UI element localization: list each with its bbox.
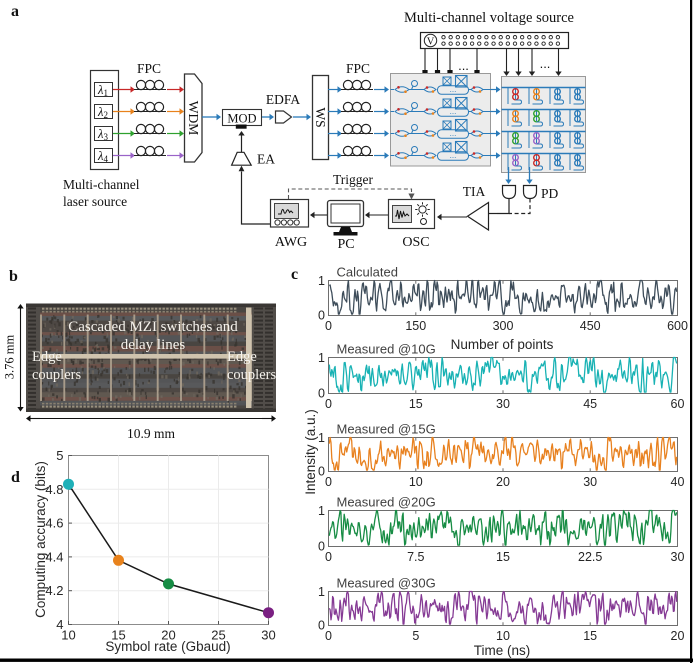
svg-text:d: d: [11, 469, 20, 486]
svg-text:couplers: couplers: [227, 367, 276, 383]
svg-text:...: ...: [450, 85, 457, 94]
svg-text:couplers: couplers: [32, 367, 81, 383]
svg-text:15: 15: [496, 550, 510, 564]
svg-text:30: 30: [671, 550, 685, 564]
svg-text:1: 1: [318, 431, 325, 445]
svg-text:4.8: 4.8: [45, 482, 63, 497]
svg-text:...: ...: [540, 56, 551, 71]
svg-text:Symbol rate (Gbaud): Symbol rate (Gbaud): [105, 639, 230, 654]
svg-text:0: 0: [325, 550, 332, 564]
svg-text:4.6: 4.6: [45, 516, 63, 531]
svg-text:Intensity (a.u.): Intensity (a.u.): [303, 409, 318, 495]
svg-text:0: 0: [318, 540, 325, 554]
svg-text:WDM: WDM: [186, 101, 201, 136]
svg-text:Measured @20G: Measured @20G: [337, 495, 436, 510]
svg-text:1: 1: [318, 504, 325, 518]
svg-text:Computing accuracy (bits): Computing accuracy (bits): [33, 461, 48, 618]
svg-text:600: 600: [667, 319, 688, 333]
svg-text:10: 10: [496, 629, 510, 643]
svg-text:0: 0: [325, 475, 332, 489]
svg-text:a: a: [11, 3, 19, 20]
svg-text:λ4: λ4: [97, 149, 108, 164]
svg-text:60: 60: [671, 397, 685, 411]
svg-text:30: 30: [583, 475, 597, 489]
svg-text:λ2: λ2: [97, 105, 108, 120]
svg-text:22.5: 22.5: [578, 550, 602, 564]
svg-text:c: c: [291, 266, 298, 283]
svg-text:Cascaded MZI switches and: Cascaded MZI switches and: [68, 319, 238, 335]
svg-text:4: 4: [56, 617, 63, 632]
svg-text:4.2: 4.2: [45, 583, 63, 598]
svg-text:5: 5: [412, 629, 419, 643]
svg-text:EDFA: EDFA: [266, 92, 301, 107]
svg-text:Calculated: Calculated: [337, 265, 398, 280]
svg-text:WS: WS: [313, 107, 328, 127]
svg-text:OSC: OSC: [402, 235, 429, 250]
svg-text:10: 10: [409, 475, 423, 489]
svg-text:4.4: 4.4: [45, 549, 63, 564]
svg-text:0: 0: [318, 619, 325, 633]
svg-text:b: b: [9, 268, 18, 285]
svg-text:5: 5: [56, 448, 63, 463]
svg-text:Edge: Edge: [32, 349, 62, 365]
svg-text:10.9 mm: 10.9 mm: [127, 426, 176, 441]
svg-text:...: ...: [450, 151, 457, 160]
svg-text:40: 40: [671, 475, 685, 489]
svg-text:20: 20: [161, 628, 175, 643]
svg-text:Measured @10G: Measured @10G: [337, 342, 436, 357]
svg-text:10: 10: [61, 628, 75, 643]
svg-text:7.5: 7.5: [407, 550, 424, 564]
svg-text:30: 30: [496, 397, 510, 411]
svg-text:Trigger: Trigger: [333, 172, 374, 187]
svg-text:...: ...: [450, 107, 457, 116]
svg-text:λ3: λ3: [97, 127, 108, 142]
svg-text:FPC: FPC: [346, 61, 370, 76]
svg-text:Time (ns): Time (ns): [474, 643, 531, 658]
svg-text:20: 20: [671, 629, 685, 643]
svg-text:1: 1: [318, 351, 325, 365]
svg-text:15: 15: [111, 628, 125, 643]
svg-text:V: V: [427, 37, 435, 48]
svg-text:300: 300: [493, 319, 514, 333]
svg-text:Measured @15G: Measured @15G: [337, 422, 436, 437]
svg-text:1: 1: [318, 274, 325, 288]
svg-text:1: 1: [318, 585, 325, 599]
svg-text:0: 0: [325, 319, 332, 333]
svg-text:PC: PC: [337, 237, 354, 252]
svg-text:...: ...: [458, 58, 469, 73]
svg-text:3.76 mm: 3.76 mm: [3, 335, 17, 380]
svg-text:25: 25: [211, 628, 225, 643]
svg-text:FPC: FPC: [137, 61, 161, 76]
svg-text:15: 15: [583, 629, 597, 643]
svg-text:0: 0: [318, 465, 325, 479]
svg-text:AWG: AWG: [275, 235, 307, 250]
svg-text:MOD: MOD: [227, 112, 256, 126]
svg-text:450: 450: [580, 319, 601, 333]
svg-text:0: 0: [318, 387, 325, 401]
svg-text:PD: PD: [541, 186, 559, 201]
svg-text:Number of points: Number of points: [451, 337, 554, 352]
svg-text:20: 20: [496, 475, 510, 489]
svg-text:Multi-channel voltage source: Multi-channel voltage source: [404, 10, 574, 26]
svg-text:0: 0: [318, 309, 325, 323]
svg-text:delay lines: delay lines: [121, 337, 186, 353]
svg-text:Edge: Edge: [227, 349, 257, 365]
svg-text:150: 150: [405, 319, 426, 333]
svg-text:15: 15: [409, 397, 423, 411]
svg-text:0: 0: [325, 397, 332, 411]
svg-text:Multi-channel: Multi-channel: [63, 177, 140, 192]
svg-text:laser source: laser source: [63, 194, 127, 209]
svg-text:λ1: λ1: [97, 83, 108, 98]
svg-text:45: 45: [583, 397, 597, 411]
svg-text:Measured @30G: Measured @30G: [337, 576, 436, 591]
svg-text:EA: EA: [257, 152, 275, 167]
svg-text:30: 30: [261, 628, 275, 643]
svg-text:TIA: TIA: [463, 184, 486, 199]
svg-text:0: 0: [325, 629, 332, 643]
svg-text:...: ...: [450, 129, 457, 138]
